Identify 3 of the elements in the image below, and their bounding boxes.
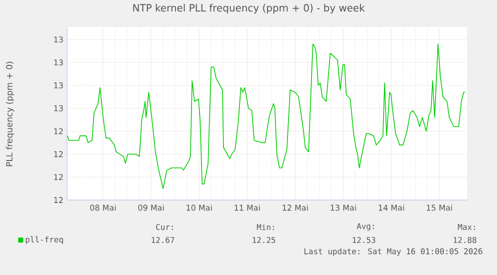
y-axis-title: PLL frequency (ppm + 0) <box>6 62 14 166</box>
line-series <box>67 44 466 189</box>
chart-title: NTP kernel PLL frequency (ppm + 0) - by week <box>133 4 365 14</box>
